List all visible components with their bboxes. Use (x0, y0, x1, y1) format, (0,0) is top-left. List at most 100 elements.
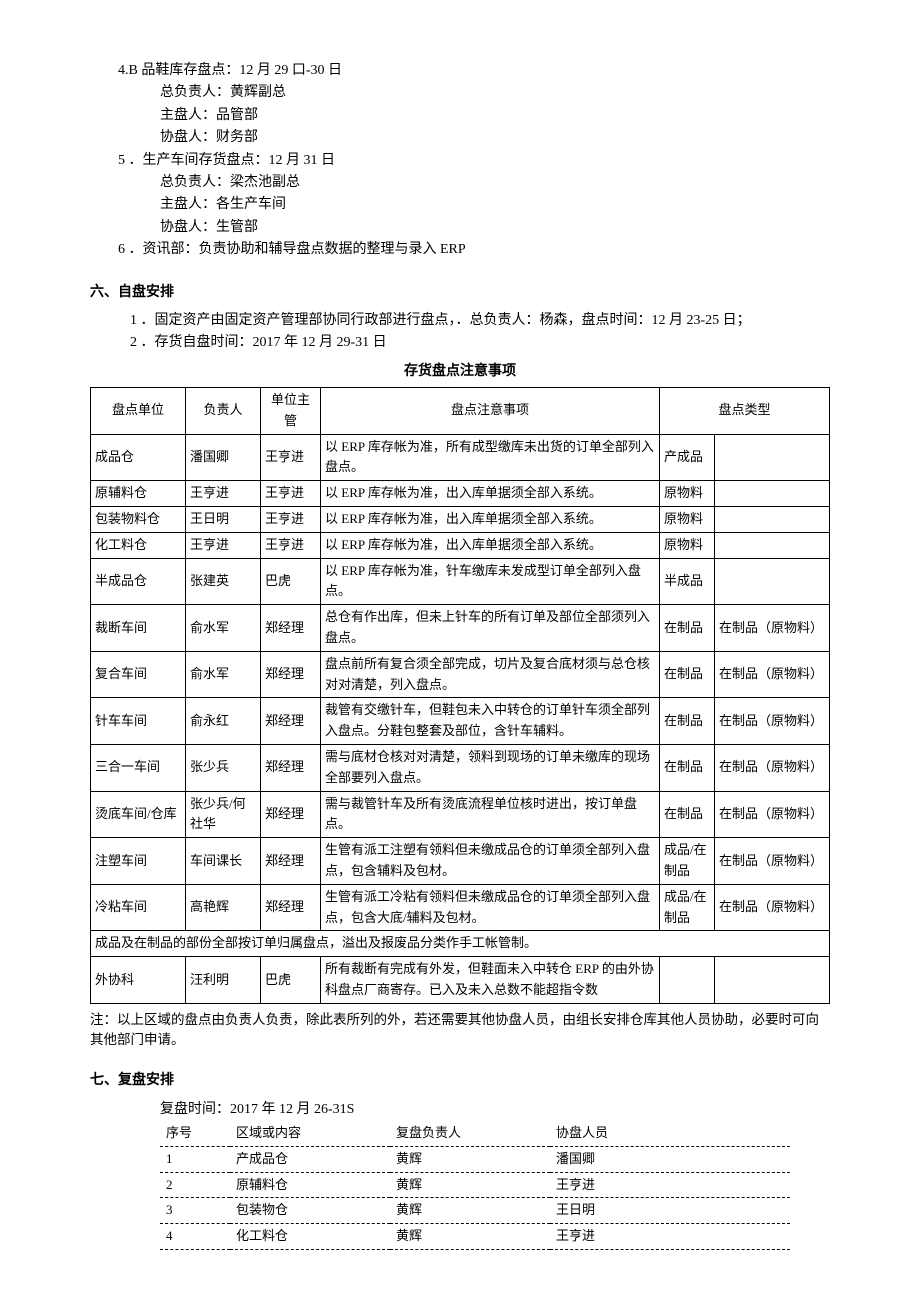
table-cell: 2 (160, 1172, 230, 1198)
th-person: 负责人 (186, 388, 261, 435)
table-cell: 郑经理 (261, 838, 321, 885)
table-cell (715, 434, 830, 481)
table-row: 成品仓潘国卿王亨进以 ERP 库存帐为准，所有成型缴库未出货的订单全部列入盘点。… (91, 434, 830, 481)
table-header-row: 盘点单位 负责人 单位主管 盘点注意事项 盘点类型 (91, 388, 830, 435)
item-4b: 4.B 品鞋库存盘点：12 月 29 口-30 日 (118, 60, 830, 82)
table-cell: 成品/在制品 (660, 884, 715, 931)
table-cell: 在制品 (660, 791, 715, 838)
table-cell: 汪利明 (186, 957, 261, 1004)
table-cell: 裁断车间 (91, 605, 186, 652)
table-cell (715, 957, 830, 1004)
table-cell: 在制品（原物料） (715, 651, 830, 698)
table-cell (715, 507, 830, 533)
table-cell: 以 ERP 库存帐为准，针车缴库未发成型订单全部列入盘点。 (321, 558, 660, 605)
table-cell: 俞水军 (186, 651, 261, 698)
table-cell: 俞水军 (186, 605, 261, 652)
table-cell: 化工料仓 (91, 532, 186, 558)
table-cell: 产成品仓 (230, 1146, 390, 1172)
table-cell: 注塑车间 (91, 838, 186, 885)
th-area: 区域或内容 (230, 1121, 390, 1146)
item-5-owner: 总负责人：梁杰池副总 (160, 172, 830, 194)
table-cell: 包装物料仓 (91, 507, 186, 533)
table-cell: 盘点前所有复合须全部完成，切片及复合底材须与总仓核对对清楚，列入盘点。 (321, 651, 660, 698)
table-cell: 半成品 (660, 558, 715, 605)
table-cell: 王日明 (550, 1198, 790, 1224)
table-row: 包装物料仓王日明王亨进以 ERP 库存帐为准，出入库单据须全部入系统。原物料 (91, 507, 830, 533)
item-4b-owner: 总负责人：黄辉副总 (160, 82, 830, 104)
table-row: 三合一车间张少兵郑经理需与底材仓核对对清楚，领料到现场的订单未缴库的现场全部要列… (91, 745, 830, 792)
table-row: 原辅料仓王亨进王亨进以 ERP 库存帐为准，出入库单据须全部入系统。原物料 (91, 481, 830, 507)
th-assist: 协盘人员 (550, 1121, 790, 1146)
table-cell: 原辅料仓 (230, 1172, 390, 1198)
table-header-row: 序号 区域或内容 复盘负责人 协盘人员 (160, 1121, 790, 1146)
section-6-heading: 六、自盘安排 (90, 282, 830, 304)
table-cell: 黄辉 (390, 1224, 550, 1250)
table-cell: 以 ERP 库存帐为准，出入库单据须全部入系统。 (321, 532, 660, 558)
th-seq: 序号 (160, 1121, 230, 1146)
item-5: 5 ．生产车间存货盘点：12 月 31 日 (118, 150, 830, 172)
table-cell: 黄辉 (390, 1198, 550, 1224)
table-cell: 在制品 (660, 605, 715, 652)
table-cell: 郑经理 (261, 791, 321, 838)
table-cell: 王亨进 (261, 481, 321, 507)
table-cell: 1 (160, 1146, 230, 1172)
table-cell: 生管有派工注塑有领料但未缴成品仓的订单须全部列入盘点，包含辅料及包材。 (321, 838, 660, 885)
table-cell: 原物料 (660, 507, 715, 533)
table-cell: 冷粘车间 (91, 884, 186, 931)
table-cell: 潘国卿 (550, 1146, 790, 1172)
table-cell: 车间课长 (186, 838, 261, 885)
table-cell: 王亨进 (261, 507, 321, 533)
table-cell: 张建英 (186, 558, 261, 605)
table-cell: 潘国卿 (186, 434, 261, 481)
item-5-main: 主盘人：各生产车间 (160, 194, 830, 216)
table-cell: 在制品（原物料） (715, 884, 830, 931)
table-cell: 郑经理 (261, 605, 321, 652)
table-cell: 烫底车间/仓库 (91, 791, 186, 838)
table-cell: 总仓有作出库，但未上针车的所有订单及部位全部须列入盘点。 (321, 605, 660, 652)
table-cell: 以 ERP 库存帐为准，所有成型缴库未出货的订单全部列入盘点。 (321, 434, 660, 481)
table-cell: 三合一车间 (91, 745, 186, 792)
table-cell: 所有裁断有完成有外发，但鞋面未入中转仓 ERP 的由外协科盘点厂商寄存。已入及未… (321, 957, 660, 1004)
table-cell: 黄辉 (390, 1172, 550, 1198)
table-cell: 原辅料仓 (91, 481, 186, 507)
table1-footnote: 注：以上区域的盘点由负责人负责，除此表所列的外，若还需要其他协盘人员，由组长安排… (90, 1010, 830, 1051)
table-cell: 在制品（原物料） (715, 605, 830, 652)
table-cell: 在制品 (660, 698, 715, 745)
table-row: 注塑车间车间课长郑经理生管有派工注塑有领料但未缴成品仓的订单须全部列入盘点，包含… (91, 838, 830, 885)
table-cell: 成品及在制品的部份全部按订单归属盘点，溢出及报废品分类作手工帐管制。 (91, 931, 830, 957)
table-row: 1产成品仓黄辉潘国卿 (160, 1146, 790, 1172)
table-cell: 半成品仓 (91, 558, 186, 605)
table-cell: 在制品（原物料） (715, 791, 830, 838)
table-row: 针车车间俞永红郑经理裁管有交缴针车，但鞋包未入中转仓的订单针车须全部列入盘点。分… (91, 698, 830, 745)
table-cell: 在制品 (660, 651, 715, 698)
th-type: 盘点类型 (660, 388, 830, 435)
table-cell: 王亨进 (186, 481, 261, 507)
table-cell: 包装物仓 (230, 1198, 390, 1224)
table-cell: 针车车间 (91, 698, 186, 745)
table-cell: 在制品 (660, 745, 715, 792)
table-cell: 郑经理 (261, 884, 321, 931)
sec6-line2: 2 ．存货自盘时间：2017 年 12 月 29-31 日 (130, 332, 830, 354)
th-mgr: 单位主管 (261, 388, 321, 435)
table-row: 复合车间俞水军郑经理盘点前所有复合须全部完成，切片及复合底材须与总仓核对对清楚，… (91, 651, 830, 698)
table-cell: 王亨进 (261, 434, 321, 481)
sec7-line1: 复盘时间：2017 年 12 月 26-31S (160, 1099, 830, 1121)
table-row: 外协科汪利明巴虎所有裁断有完成有外发，但鞋面未入中转仓 ERP 的由外协科盘点厂… (91, 957, 830, 1004)
item-6: 6 ．资讯部：负责协助和辅导盘点数据的整理与录入 ERP (118, 239, 830, 261)
table-row: 半成品仓张建英巴虎以 ERP 库存帐为准，针车缴库未发成型订单全部列入盘点。半成… (91, 558, 830, 605)
table-cell: 王日明 (186, 507, 261, 533)
table-cell: 成品仓 (91, 434, 186, 481)
table-cell: 王亨进 (550, 1172, 790, 1198)
table-cell: 张少兵 (186, 745, 261, 792)
inventory-table: 盘点单位 负责人 单位主管 盘点注意事项 盘点类型 成品仓潘国卿王亨进以 ERP… (90, 387, 830, 1004)
item-5-assist: 协盘人：生管部 (160, 217, 830, 239)
table-cell: 巴虎 (261, 558, 321, 605)
table-cell: 在制品（原物料） (715, 838, 830, 885)
table-cell: 王亨进 (261, 532, 321, 558)
sec6-line1: 1 ．固定资产由固定资产管理部协同行政部进行盘点，．总负责人：杨森，盘点时间：1… (130, 310, 830, 332)
item-4b-main: 主盘人：品管部 (160, 105, 830, 127)
section-7-heading: 七、复盘安排 (90, 1070, 830, 1092)
table-cell: 郑经理 (261, 745, 321, 792)
recheck-table: 序号 区域或内容 复盘负责人 协盘人员 1产成品仓黄辉潘国卿2原辅料仓黄辉王亨进… (160, 1121, 790, 1250)
table-cell (715, 481, 830, 507)
